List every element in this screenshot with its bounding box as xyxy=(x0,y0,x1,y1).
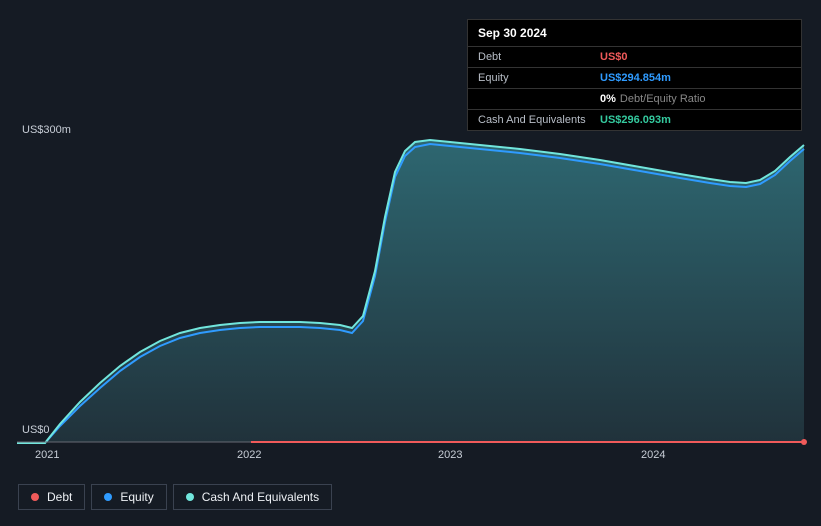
tooltip-row-label: Cash And Equivalents xyxy=(478,114,600,126)
legend-dot-icon xyxy=(31,493,39,501)
tooltip-row-value: US$296.093m xyxy=(600,114,671,126)
legend-label: Debt xyxy=(47,490,72,504)
area-fill xyxy=(17,140,804,443)
tooltip-row-label: Debt xyxy=(478,51,600,63)
tooltip-row: Cash And EquivalentsUS$296.093m xyxy=(468,110,801,130)
legend-item[interactable]: Equity xyxy=(91,484,166,510)
financial-chart: US$300m US$0 2021 2022 2023 2024 Sep 30 … xyxy=(0,0,821,526)
chart-legend: Debt Equity Cash And Equivalents xyxy=(18,484,332,510)
chart-tooltip: Sep 30 2024 DebtUS$0EquityUS$294.854m0% … xyxy=(467,19,802,131)
legend-label: Cash And Equivalents xyxy=(202,490,319,504)
tooltip-row-label: Equity xyxy=(478,72,600,84)
x-axis-label: 2024 xyxy=(641,449,665,461)
y-axis-label: US$0 xyxy=(22,424,50,436)
tooltip-row: EquityUS$294.854m xyxy=(468,68,801,89)
legend-item[interactable]: Debt xyxy=(18,484,85,510)
x-axis-label: 2023 xyxy=(438,449,462,461)
tooltip-row-extra: Debt/Equity Ratio xyxy=(620,93,706,105)
x-axis-label: 2022 xyxy=(237,449,261,461)
debt-end-marker xyxy=(801,439,807,445)
y-axis-label: US$300m xyxy=(22,124,71,136)
tooltip-row-value: 0% xyxy=(600,93,616,105)
legend-label: Equity xyxy=(120,490,153,504)
tooltip-row-value: US$294.854m xyxy=(600,72,671,84)
legend-dot-icon xyxy=(104,493,112,501)
legend-item[interactable]: Cash And Equivalents xyxy=(173,484,332,510)
x-axis-label: 2021 xyxy=(35,449,59,461)
tooltip-row-value: US$0 xyxy=(600,51,628,63)
legend-dot-icon xyxy=(186,493,194,501)
tooltip-row: 0% Debt/Equity Ratio xyxy=(468,89,801,110)
tooltip-date: Sep 30 2024 xyxy=(468,20,801,47)
tooltip-row: DebtUS$0 xyxy=(468,47,801,68)
